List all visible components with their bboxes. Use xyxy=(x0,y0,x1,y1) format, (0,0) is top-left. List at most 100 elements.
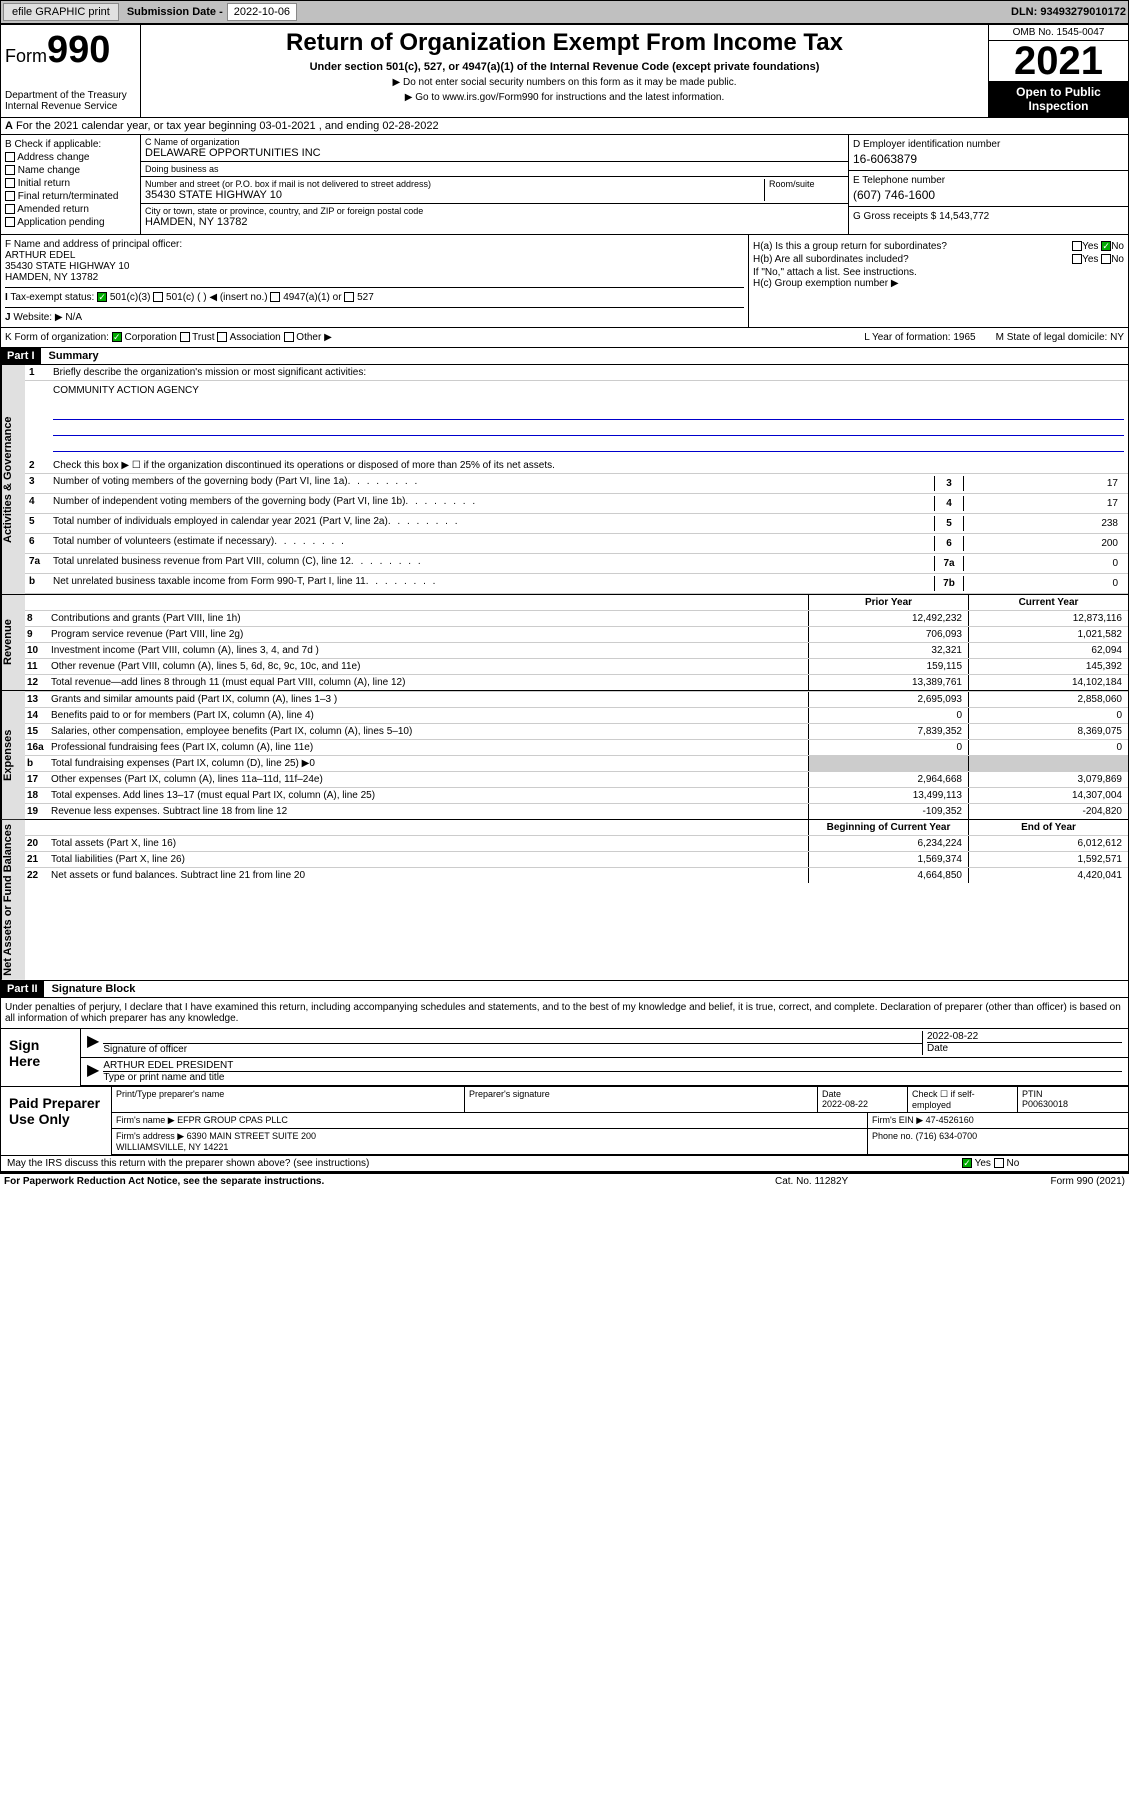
officer-addr: 35430 STATE HIGHWAY 10 xyxy=(5,261,744,272)
org-name: DELAWARE OPPORTUNITIES INC xyxy=(145,147,844,159)
chk-address-change[interactable] xyxy=(5,152,15,162)
footer-notice: For Paperwork Reduction Act Notice, see … xyxy=(4,1176,775,1187)
col-deg: D Employer identification number16-60638… xyxy=(848,135,1128,234)
row-a-period: A For the 2021 calendar year, or tax yea… xyxy=(0,118,1129,135)
yes-label: Yes xyxy=(1082,241,1098,252)
ha-text: H(a) Is this a group return for subordin… xyxy=(753,241,947,252)
part1-header: Part I Summary xyxy=(0,348,1129,365)
gross-value: 14,543,772 xyxy=(939,211,989,222)
no-label: No xyxy=(1111,241,1124,252)
addr-label: Number and street (or P.O. box if mail i… xyxy=(145,179,764,189)
firm-addr1: 6390 MAIN STREET SUITE 200 xyxy=(187,1131,316,1141)
block-fh: F Name and address of principal officer:… xyxy=(0,235,1129,328)
form-number: 990 xyxy=(47,29,110,71)
part1-title: Summary xyxy=(49,350,99,362)
year-block: OMB No. 1545-0047 2021 Open to Public In… xyxy=(988,25,1128,117)
col-b-label: B Check if applicable: xyxy=(5,139,136,150)
chk-501c[interactable] xyxy=(153,292,163,302)
discuss-yes[interactable] xyxy=(962,1158,972,1168)
form-title-block: Return of Organization Exempt From Incom… xyxy=(141,25,988,117)
ein-value: 16-6063879 xyxy=(853,152,1124,166)
l-label: L Year of formation: xyxy=(864,332,950,343)
discuss-text: May the IRS discuss this return with the… xyxy=(7,1158,962,1169)
row-k: K Form of organization: Corporation Trus… xyxy=(0,328,1129,348)
ha-no[interactable] xyxy=(1101,241,1111,251)
tel-label: E Telephone number xyxy=(853,175,945,186)
signature-block: Under penalties of perjury, I declare th… xyxy=(0,998,1129,1173)
arrow-icon2: ▶ xyxy=(87,1060,99,1083)
no-label3: No xyxy=(1007,1158,1020,1169)
line2-text: Check this box ▶ ☐ if the organization d… xyxy=(53,460,1124,471)
chk-final-return/terminated[interactable] xyxy=(5,191,15,201)
prior-year-hdr: Prior Year xyxy=(808,595,968,610)
officer-name-title: ARTHUR EDEL PRESIDENT xyxy=(103,1060,233,1071)
form-id-block: Form990 Department of the Treasury Inter… xyxy=(1,25,141,117)
section-governance: Activities & Governance 1Briefly describ… xyxy=(0,365,1129,595)
form-label: Form xyxy=(5,46,47,66)
chk-assoc[interactable] xyxy=(217,332,227,342)
section-expenses: Expenses 13Grants and similar amounts pa… xyxy=(0,691,1129,820)
form-note1: ▶ Do not enter social security numbers o… xyxy=(145,77,984,88)
submission-date: 2022-10-06 xyxy=(227,3,297,21)
block-bcdeg: B Check if applicable: Address change Na… xyxy=(0,135,1129,235)
page-footer: For Paperwork Reduction Act Notice, see … xyxy=(0,1173,1129,1189)
chk-other[interactable] xyxy=(284,332,294,342)
chk-initial-return[interactable] xyxy=(5,178,15,188)
officer-name: ARTHUR EDEL xyxy=(5,250,744,261)
website-value: N/A xyxy=(65,312,82,323)
date-label: Date xyxy=(927,1043,948,1054)
form-note2: ▶ Go to www.irs.gov/Form990 for instruct… xyxy=(145,92,984,103)
org-name-label: C Name of organization xyxy=(145,137,844,147)
open-inspection: Open to Public Inspection xyxy=(989,81,1128,117)
current-year-hdr: Current Year xyxy=(968,595,1128,610)
ha-yes[interactable] xyxy=(1072,241,1082,251)
chk-527[interactable] xyxy=(344,292,354,302)
opt-501c3: 501(c)(3) xyxy=(110,292,151,303)
hb-text: H(b) Are all subordinates included? xyxy=(753,254,909,265)
chk-amended-return[interactable] xyxy=(5,204,15,214)
efile-button[interactable]: efile GRAPHIC print xyxy=(3,3,119,21)
part2-title: Signature Block xyxy=(52,983,136,995)
tax-status-label: Tax-exempt status: xyxy=(10,292,94,303)
opt-other: Other ▶ xyxy=(296,332,331,343)
section-netassets: Net Assets or Fund Balances Beginning of… xyxy=(0,820,1129,981)
sig-officer-label: Signature of officer xyxy=(103,1044,187,1055)
chk-corp[interactable] xyxy=(112,332,122,342)
part1-tag: Part I xyxy=(1,348,41,364)
firm-phone: (716) 634-0700 xyxy=(916,1131,978,1141)
vtab-expenses: Expenses xyxy=(1,691,25,819)
firm-addr2: WILLIAMSVILLE, NY 14221 xyxy=(116,1142,228,1152)
col-c: C Name of organizationDELAWARE OPPORTUNI… xyxy=(141,135,848,234)
discuss-no[interactable] xyxy=(994,1158,1004,1168)
room-label: Room/suite xyxy=(764,179,844,201)
m-value: NY xyxy=(1110,332,1124,343)
tel-value: (607) 746-1600 xyxy=(853,188,1124,202)
officer-city: HAMDEN, NY 13782 xyxy=(5,272,744,283)
firm-ein-label: Firm's EIN ▶ xyxy=(872,1115,923,1125)
line1-text: Briefly describe the organization's miss… xyxy=(53,367,1124,378)
dba-label: Doing business as xyxy=(145,164,844,174)
form-subtitle: Under section 501(c), 527, or 4947(a)(1)… xyxy=(145,61,984,73)
hb-yes[interactable] xyxy=(1072,254,1082,264)
dept-label: Department of the Treasury Internal Reve… xyxy=(5,90,136,112)
chk-4947[interactable] xyxy=(270,292,280,302)
hb-no[interactable] xyxy=(1101,254,1111,264)
firm-addr-label: Firm's address ▶ xyxy=(116,1131,184,1141)
chk-name-change[interactable] xyxy=(5,165,15,175)
chk-application-pending[interactable] xyxy=(5,217,15,227)
firm-name-label: Firm's name ▶ xyxy=(116,1115,175,1125)
col-h: H(a) Is this a group return for subordin… xyxy=(748,235,1128,327)
form-title: Return of Organization Exempt From Incom… xyxy=(145,29,984,57)
k-label: K Form of organization: xyxy=(5,332,109,343)
hc-text: H(c) Group exemption number ▶ xyxy=(753,278,1124,289)
declaration-text: Under penalties of perjury, I declare th… xyxy=(1,998,1128,1028)
gross-label: G Gross receipts $ xyxy=(853,211,936,222)
section-revenue: Revenue Prior YearCurrent Year 8Contribu… xyxy=(0,595,1129,691)
tax-year: 2021 xyxy=(989,41,1128,81)
chk-trust[interactable] xyxy=(180,332,190,342)
end-year-hdr: End of Year xyxy=(968,820,1128,835)
opt-trust: Trust xyxy=(192,332,214,343)
firm-name: EFPR GROUP CPAS PLLC xyxy=(177,1115,288,1125)
part2-tag: Part II xyxy=(1,981,44,997)
chk-501c3[interactable] xyxy=(97,292,107,302)
